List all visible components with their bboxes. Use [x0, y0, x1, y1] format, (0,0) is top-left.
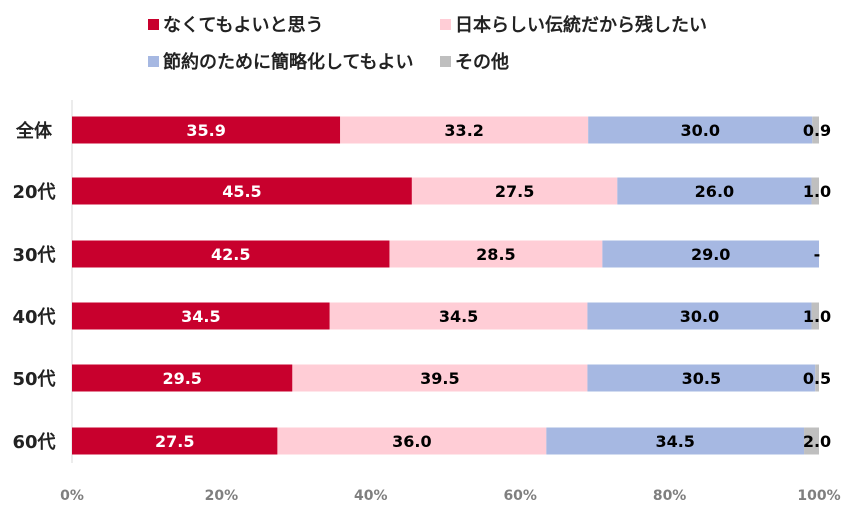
legend-label-1: なくてもよいと思う: [163, 15, 324, 36]
value-label-5-series-2: 39.5: [420, 369, 459, 388]
legend-swatch-3: [148, 56, 159, 67]
legend-label-3: 節約のために簡略化してもよい: [163, 51, 414, 73]
legend-label-2: 日本らしい伝統だから残したい: [455, 14, 707, 36]
value-label-1-series-3: 30.0: [680, 121, 719, 140]
value-label-1-series-1: 35.9: [186, 121, 225, 140]
bar-1-series-3: [588, 116, 813, 144]
value-label-6-series-2: 36.0: [392, 432, 431, 451]
x-tick-label-5: 80%: [653, 488, 687, 504]
bar-4-series-1: [72, 302, 330, 330]
value-label-3-series-3: 29.0: [691, 245, 730, 264]
bar-5-series-3: [587, 364, 816, 392]
legend-swatch-1: [148, 19, 159, 30]
value-label-2-series-2: 27.5: [495, 182, 534, 201]
value-label-1-series-4: 0.9: [803, 121, 831, 140]
x-tick-label-2: 20%: [205, 488, 239, 504]
bar-1-series-4: [812, 116, 819, 144]
value-label-4-series-2: 34.5: [439, 307, 478, 326]
value-label-3-series-4: -: [814, 245, 821, 264]
bar-3-series-3: [602, 240, 819, 268]
value-label-2-series-4: 1.0: [803, 182, 831, 201]
value-label-4-series-3: 30.0: [680, 307, 719, 326]
category-label-3: 30代: [12, 245, 55, 266]
value-label-3-series-2: 28.5: [476, 245, 515, 264]
bar-6-series-2: [277, 427, 547, 455]
value-label-5-series-1: 29.5: [162, 369, 201, 388]
bar-4-series-4: [811, 302, 819, 330]
category-label-1: 全体: [15, 120, 53, 142]
bar-2-series-2: [411, 177, 618, 205]
bar-3-series-2: [389, 240, 603, 268]
value-label-3-series-1: 42.5: [211, 245, 250, 264]
bar-2-series-1: [72, 177, 412, 205]
x-tick-label-3: 40%: [354, 488, 388, 504]
value-label-1-series-2: 33.2: [444, 121, 483, 140]
value-label-5-series-3: 30.5: [682, 369, 721, 388]
bar-2-series-3: [617, 177, 812, 205]
bar-6-series-4: [804, 427, 819, 455]
x-tick-label-1: 0%: [60, 488, 84, 504]
value-label-5-series-4: 0.5: [803, 369, 831, 388]
category-label-5: 50代: [12, 369, 55, 390]
category-label-4: 40代: [12, 307, 55, 328]
x-tick-label-4: 60%: [503, 488, 537, 504]
bar-4-series-3: [587, 302, 812, 330]
legend-swatch-4: [440, 56, 451, 67]
value-label-6-series-3: 34.5: [655, 432, 694, 451]
value-label-6-series-1: 27.5: [155, 432, 194, 451]
value-label-2-series-1: 45.5: [222, 182, 261, 201]
bar-6-series-3: [546, 427, 805, 455]
value-label-4-series-1: 34.5: [181, 307, 220, 326]
value-labels: 35.9 33.2 30.0 0.9 45.5 27.5 26.0 1.0 42.5 28.5 29…: [155, 121, 831, 451]
bar-5-series-4: [815, 364, 819, 392]
legend-swatch-2: [440, 19, 451, 30]
value-label-6-series-4: 2.0: [803, 432, 831, 451]
category-label-6: 60代: [12, 432, 55, 453]
value-label-2-series-3: 26.0: [695, 182, 734, 201]
legend-label-4: その他: [455, 51, 509, 73]
category-labels: 全体 20代 30代 40代 50代 60代: [12, 120, 55, 453]
bar-1-series-1: [72, 116, 341, 144]
bar-3-series-1: [72, 240, 390, 268]
bar-5-series-1: [72, 364, 293, 392]
bar-2-series-4: [811, 177, 819, 205]
category-label-2: 20代: [12, 182, 55, 203]
bar-6-series-1: [72, 427, 278, 455]
bar-5-series-2: [292, 364, 588, 392]
x-tick-label-6: 100%: [797, 488, 840, 504]
bar-1-series-2: [340, 116, 589, 144]
bar-4-series-2: [329, 302, 588, 330]
x-axis-ticks: 0% 20% 40% 60% 80% 100%: [60, 488, 841, 504]
bars: [72, 116, 819, 455]
value-label-4-series-4: 1.0: [803, 307, 831, 326]
